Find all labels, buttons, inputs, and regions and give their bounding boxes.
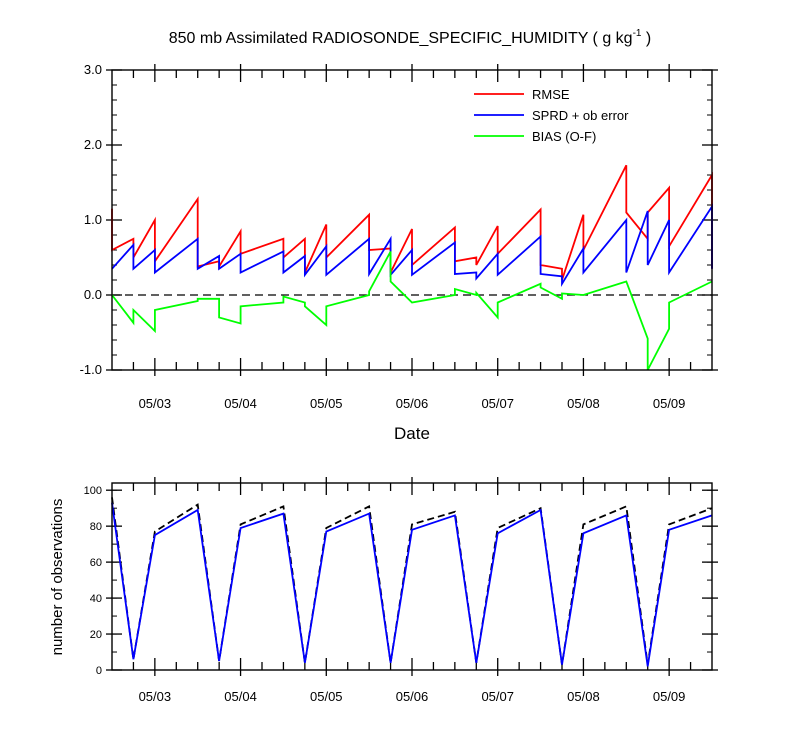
x-tick-label: 05/04 xyxy=(224,396,257,411)
chart-title-superscript: -1 xyxy=(633,28,642,39)
x-tick-label: 05/09 xyxy=(653,396,686,411)
legend-label-2: BIAS (O-F) xyxy=(532,129,596,144)
y-tick-label: 20 xyxy=(90,629,102,641)
x-tick-label: 05/05 xyxy=(310,689,343,704)
bottom-ylabel: number of observations xyxy=(49,499,66,656)
legend-label-1: SPRD + ob error xyxy=(532,108,629,123)
x-tick-label: 05/05 xyxy=(310,396,343,411)
x-tick-label: 05/06 xyxy=(396,396,429,411)
x-tick-label: 05/03 xyxy=(139,396,172,411)
x-tick-label: 05/03 xyxy=(139,689,172,704)
bottom-panel: 0 20 40 60 80 100 05/03 05/04 05/05 05/06 05/07 05/… xyxy=(84,477,718,704)
x-tick-label: 05/09 xyxy=(653,689,686,704)
top-xlabel: Date xyxy=(394,424,430,443)
plot-frame xyxy=(111,482,713,671)
x-tick-label: 05/07 xyxy=(481,689,514,704)
series-line-1 xyxy=(111,203,713,288)
series-line-0 xyxy=(111,497,713,665)
y-tick-label: 3.0 xyxy=(84,62,102,77)
x-tick-label: 05/08 xyxy=(567,396,600,411)
y-tick-label: 80 xyxy=(90,521,102,533)
y-tick-label: 60 xyxy=(90,557,102,569)
y-tick-label: 40 xyxy=(90,593,102,605)
x-tick-label: 05/07 xyxy=(481,396,514,411)
plot-frame xyxy=(111,69,713,371)
y-tick-label: 0 xyxy=(96,665,102,677)
top-panel: -1.0 0.0 1.0 2.0 3.0 05/03 05/04 05/05 05/06 05/0… xyxy=(80,62,718,411)
chart-title: 850 mb Assimilated RADIOSONDE_SPECIFIC_H… xyxy=(169,28,652,47)
y-tick-label: 0.0 xyxy=(84,287,102,302)
x-tick-label: 05/08 xyxy=(567,689,600,704)
chart-title-main: 850 mb Assimilated RADIOSONDE_SPECIFIC_H… xyxy=(169,30,633,47)
legend-label-0: RMSE xyxy=(532,87,570,102)
y-tick-label: 100 xyxy=(84,485,102,497)
chart-title-close: ) xyxy=(641,30,651,47)
series-line-1 xyxy=(111,502,713,667)
x-tick-label: 05/06 xyxy=(396,689,429,704)
series-line-2 xyxy=(111,251,713,371)
y-tick-label: 1.0 xyxy=(84,212,102,227)
y-tick-label: 2.0 xyxy=(84,137,102,152)
x-tick-label: 05/04 xyxy=(224,689,257,704)
y-tick-label: -1.0 xyxy=(80,362,102,377)
